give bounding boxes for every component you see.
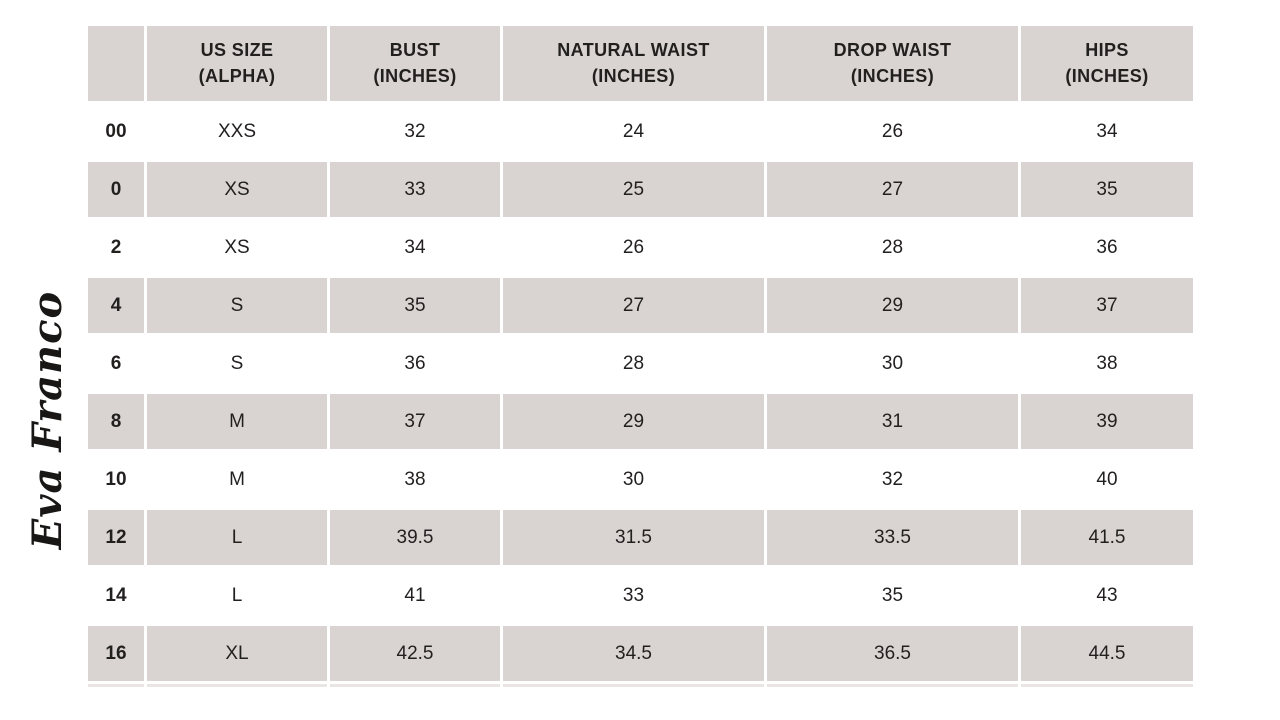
cell-natural-waist: 27 bbox=[503, 278, 764, 333]
cell-hips: 37 bbox=[1021, 278, 1193, 333]
table-row: 10 M 38 30 32 40 bbox=[88, 452, 1193, 507]
table-row: 6 S 36 28 30 38 bbox=[88, 336, 1193, 391]
cell-bust: 37 bbox=[330, 394, 500, 449]
cell-natural-waist: 33 bbox=[503, 568, 764, 623]
cell-us-size-numeric: 10 bbox=[88, 452, 144, 507]
table-row: 2 XS 34 26 28 36 bbox=[88, 220, 1193, 275]
cell-drop-waist: 28 bbox=[767, 220, 1018, 275]
table-row: 00 XXS 32 24 26 34 bbox=[88, 104, 1193, 159]
cell-us-size-numeric: 6 bbox=[88, 336, 144, 391]
cell-hips: 41.5 bbox=[1021, 510, 1193, 565]
cell-us-size-numeric: 00 bbox=[88, 104, 144, 159]
cell-us-size-alpha: L bbox=[147, 568, 327, 623]
cell-natural-waist bbox=[503, 684, 764, 687]
cell-drop-waist: 30 bbox=[767, 336, 1018, 391]
column-header-us-size-numeric bbox=[88, 26, 144, 101]
cell-natural-waist: 24 bbox=[503, 104, 764, 159]
cell-bust bbox=[330, 684, 500, 687]
cell-us-size-alpha: M bbox=[147, 452, 327, 507]
cell-drop-waist bbox=[767, 684, 1018, 687]
brand-signature-logo: Eva Franco bbox=[24, 290, 71, 550]
size-chart-table: US SIZE (ALPHA) BUST (INCHES) NATURAL WA… bbox=[85, 23, 1196, 690]
cell-us-size-numeric bbox=[88, 684, 144, 687]
cell-natural-waist: 25 bbox=[503, 162, 764, 217]
table-row: 8 M 37 29 31 39 bbox=[88, 394, 1193, 449]
column-header-us-size-alpha: US SIZE (ALPHA) bbox=[147, 26, 327, 101]
cell-us-size-alpha: L bbox=[147, 510, 327, 565]
table-row: 14 L 41 33 35 43 bbox=[88, 568, 1193, 623]
cell-bust: 41 bbox=[330, 568, 500, 623]
cell-hips: 35 bbox=[1021, 162, 1193, 217]
cell-hips: 38 bbox=[1021, 336, 1193, 391]
cell-us-size-numeric: 8 bbox=[88, 394, 144, 449]
table-body: 00 XXS 32 24 26 34 0 XS 33 25 27 35 2 XS… bbox=[88, 104, 1193, 687]
cell-hips bbox=[1021, 684, 1193, 687]
cell-us-size-numeric: 16 bbox=[88, 626, 144, 681]
cell-bust: 34 bbox=[330, 220, 500, 275]
cell-drop-waist: 32 bbox=[767, 452, 1018, 507]
cell-hips: 40 bbox=[1021, 452, 1193, 507]
cell-us-size-alpha: XXS bbox=[147, 104, 327, 159]
cell-hips: 39 bbox=[1021, 394, 1193, 449]
column-header-hips: HIPS (INCHES) bbox=[1021, 26, 1193, 101]
column-header-drop-waist: DROP WAIST (INCHES) bbox=[767, 26, 1018, 101]
column-header-bust: BUST (INCHES) bbox=[330, 26, 500, 101]
table-row: 4 S 35 27 29 37 bbox=[88, 278, 1193, 333]
cell-natural-waist: 31.5 bbox=[503, 510, 764, 565]
cell-us-size-numeric: 14 bbox=[88, 568, 144, 623]
cell-us-size-numeric: 4 bbox=[88, 278, 144, 333]
cell-hips: 34 bbox=[1021, 104, 1193, 159]
cell-drop-waist: 26 bbox=[767, 104, 1018, 159]
cell-drop-waist: 36.5 bbox=[767, 626, 1018, 681]
cell-us-size-numeric: 0 bbox=[88, 162, 144, 217]
cell-bust: 33 bbox=[330, 162, 500, 217]
cell-natural-waist: 26 bbox=[503, 220, 764, 275]
table-row: 0 XS 33 25 27 35 bbox=[88, 162, 1193, 217]
cell-drop-waist: 33.5 bbox=[767, 510, 1018, 565]
cell-drop-waist: 29 bbox=[767, 278, 1018, 333]
header-row: US SIZE (ALPHA) BUST (INCHES) NATURAL WA… bbox=[88, 26, 1193, 101]
cropped-next-table-edge bbox=[88, 684, 1193, 687]
cell-us-size-alpha: XS bbox=[147, 220, 327, 275]
cell-hips: 44.5 bbox=[1021, 626, 1193, 681]
cell-bust: 35 bbox=[330, 278, 500, 333]
cell-us-size-alpha bbox=[147, 684, 327, 687]
cell-bust: 38 bbox=[330, 452, 500, 507]
cell-bust: 39.5 bbox=[330, 510, 500, 565]
cell-bust: 42.5 bbox=[330, 626, 500, 681]
cell-drop-waist: 35 bbox=[767, 568, 1018, 623]
column-header-natural-waist: NATURAL WAIST (INCHES) bbox=[503, 26, 764, 101]
cell-drop-waist: 27 bbox=[767, 162, 1018, 217]
cell-natural-waist: 29 bbox=[503, 394, 764, 449]
cell-hips: 43 bbox=[1021, 568, 1193, 623]
table-row: 12 L 39.5 31.5 33.5 41.5 bbox=[88, 510, 1193, 565]
cell-us-size-alpha: XS bbox=[147, 162, 327, 217]
cell-us-size-numeric: 12 bbox=[88, 510, 144, 565]
cell-us-size-alpha: XL bbox=[147, 626, 327, 681]
cell-natural-waist: 30 bbox=[503, 452, 764, 507]
cell-bust: 36 bbox=[330, 336, 500, 391]
table-row: 16 XL 42.5 34.5 36.5 44.5 bbox=[88, 626, 1193, 681]
cell-natural-waist: 34.5 bbox=[503, 626, 764, 681]
cell-drop-waist: 31 bbox=[767, 394, 1018, 449]
cell-natural-waist: 28 bbox=[503, 336, 764, 391]
cell-us-size-numeric: 2 bbox=[88, 220, 144, 275]
cell-us-size-alpha: M bbox=[147, 394, 327, 449]
cell-hips: 36 bbox=[1021, 220, 1193, 275]
cell-us-size-alpha: S bbox=[147, 278, 327, 333]
cell-us-size-alpha: S bbox=[147, 336, 327, 391]
cell-bust: 32 bbox=[330, 104, 500, 159]
